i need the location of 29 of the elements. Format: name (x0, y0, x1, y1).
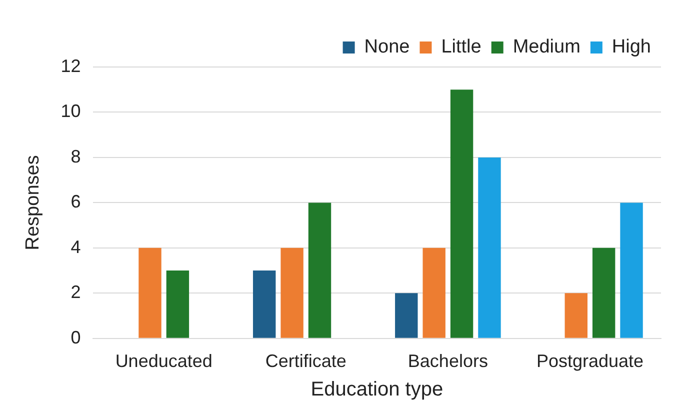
x-axis-title: Education type (310, 378, 444, 401)
bar (450, 90, 474, 338)
x-tick-label: Certificate (265, 351, 346, 372)
bar (564, 293, 588, 338)
bar (252, 270, 276, 338)
x-tick-label: Uneducated (115, 351, 212, 372)
bar (395, 293, 418, 338)
legend-label: High (612, 36, 651, 58)
legend-label: Medium (512, 36, 580, 58)
x-tick-label: Bachelors (408, 351, 488, 372)
bar (138, 248, 162, 338)
bar (308, 202, 332, 338)
y-tick-label: 0 (70, 327, 81, 348)
y-tick-label: 12 (60, 56, 81, 76)
bar (166, 270, 190, 338)
bar (422, 248, 446, 338)
x-tick-label: Postgraduate (536, 351, 644, 372)
bar (478, 157, 501, 338)
bar (620, 202, 643, 338)
legend-label: None (364, 36, 410, 58)
legend-label: Little (441, 36, 482, 58)
y-tick-label: 10 (60, 101, 81, 122)
y-tick-label: 8 (70, 146, 81, 166)
y-tick-label: 2 (70, 282, 81, 302)
y-tick-label: 4 (70, 236, 81, 257)
bar (592, 248, 616, 338)
y-tick-label: 6 (70, 192, 81, 212)
y-axis-title: Responses (22, 155, 44, 250)
bar (280, 248, 304, 338)
